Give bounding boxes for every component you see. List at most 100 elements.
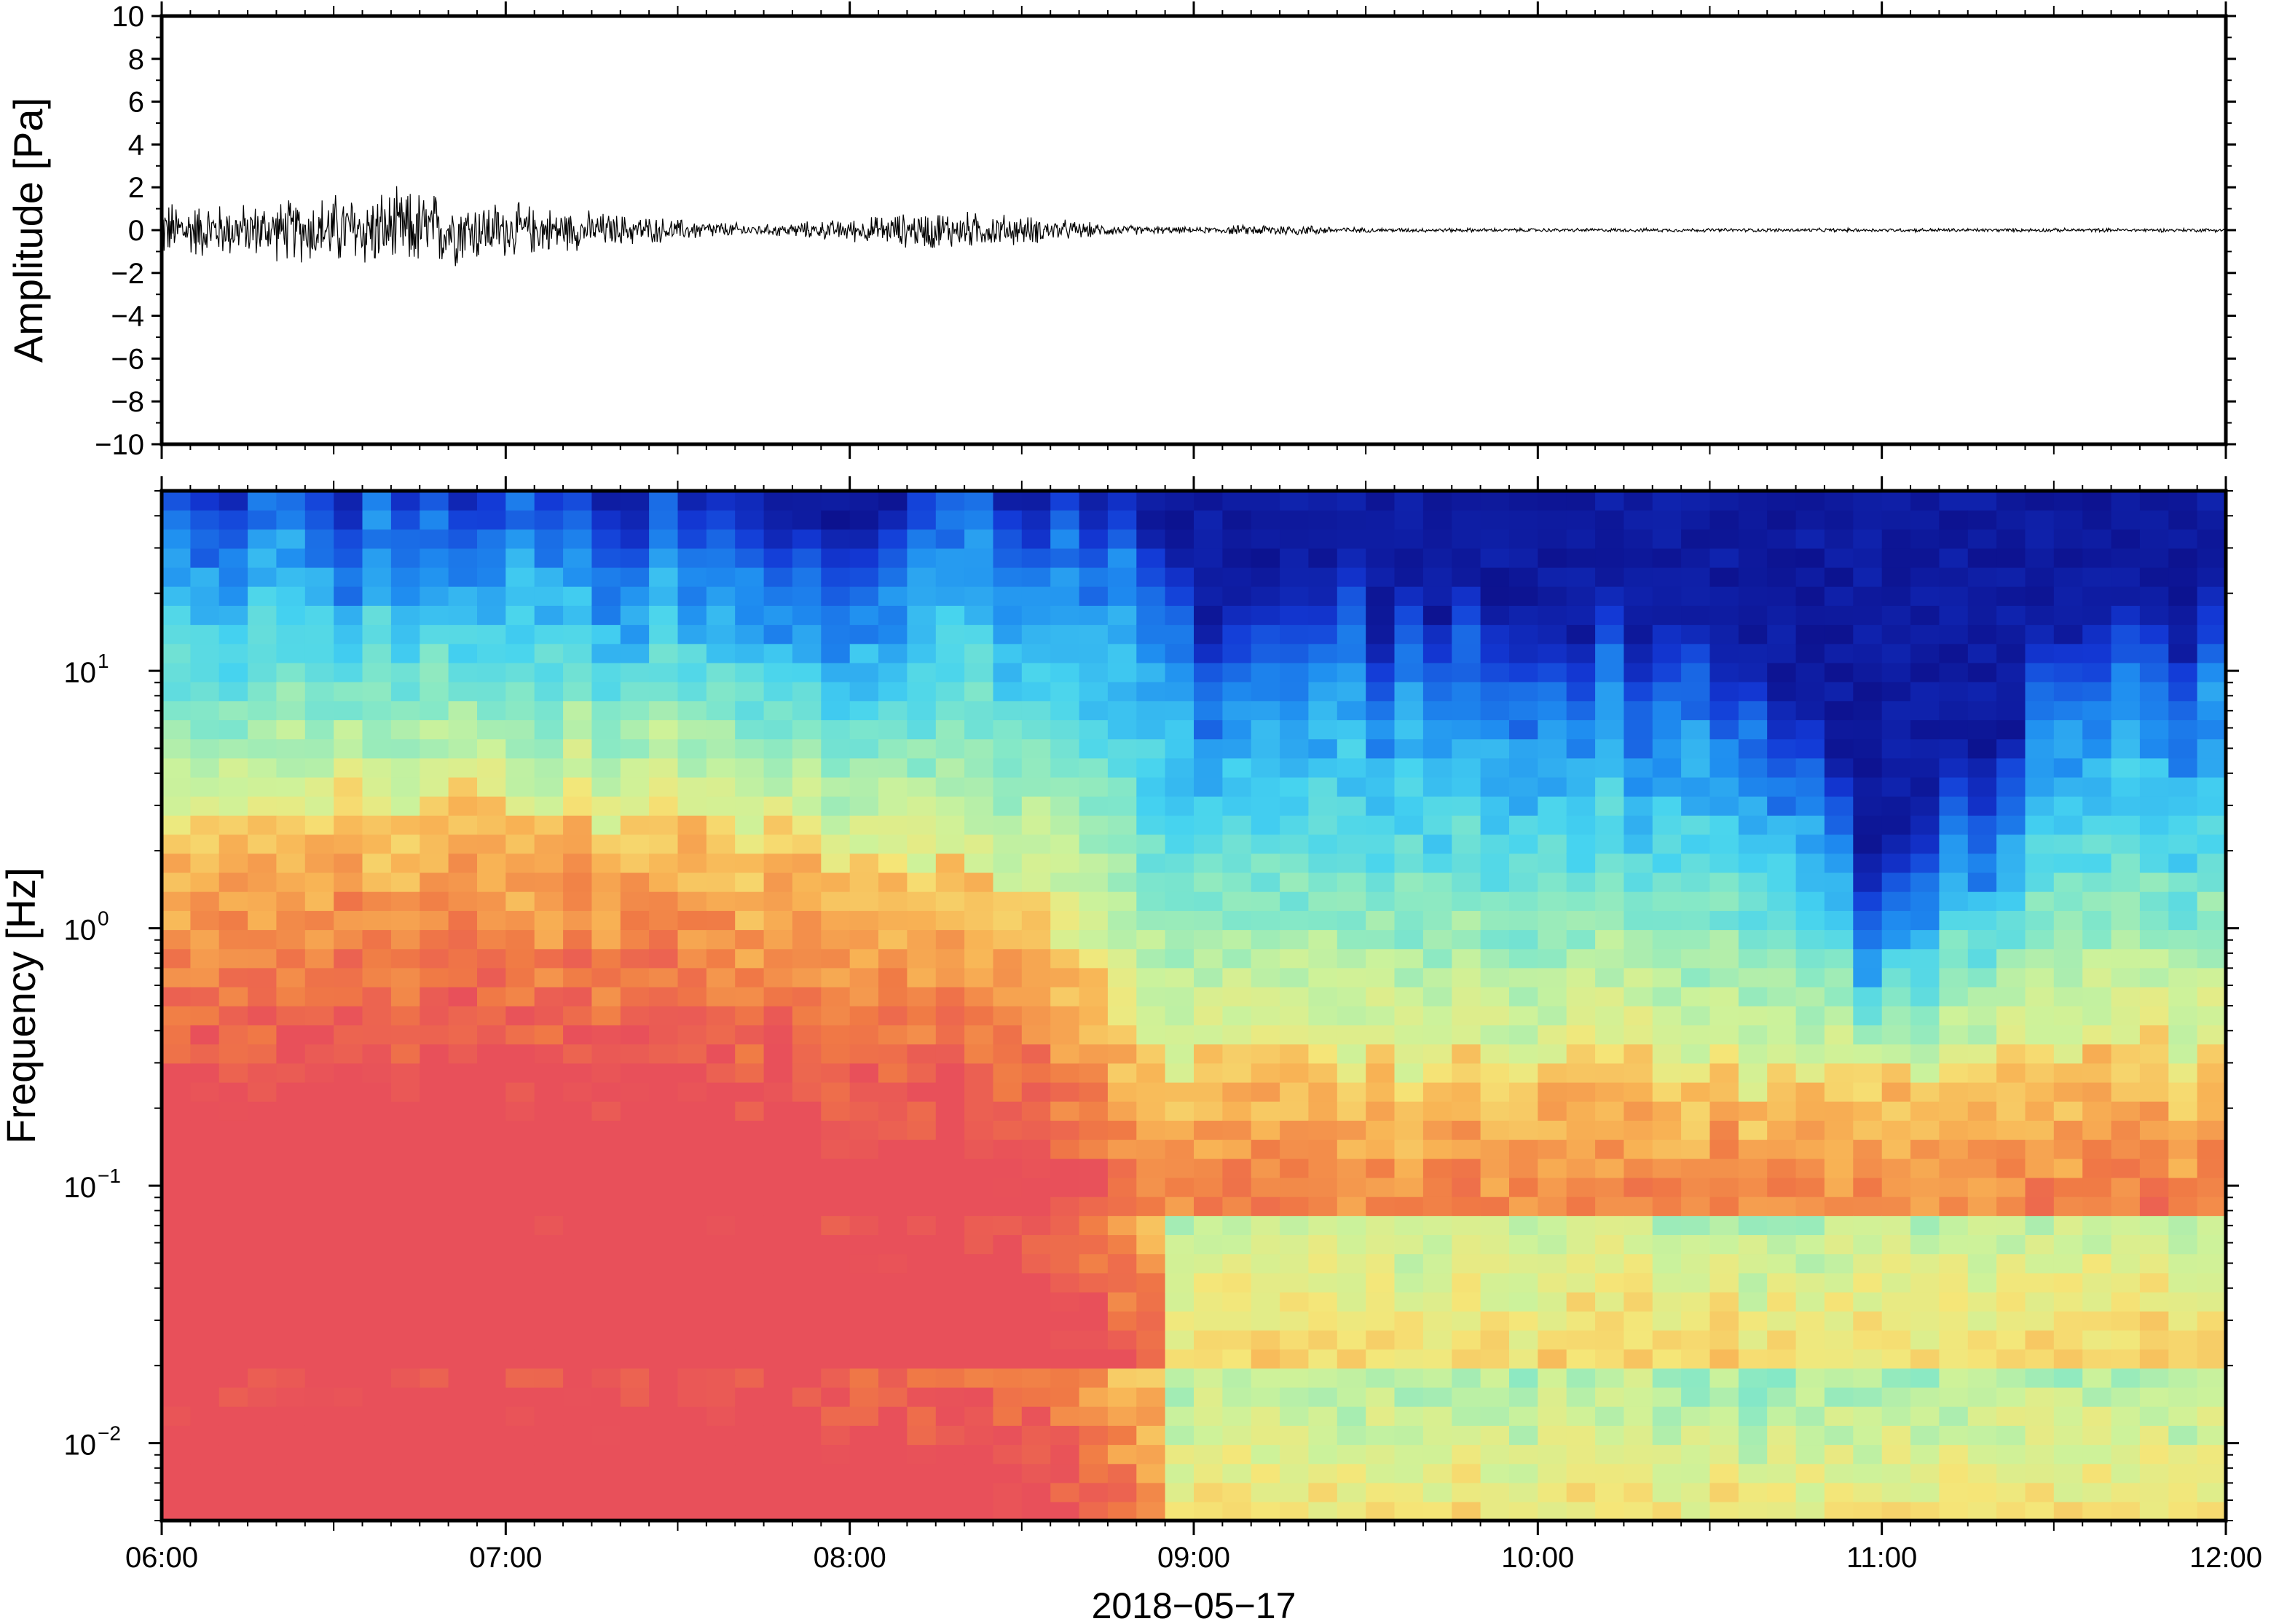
heatmap-cell bbox=[1337, 605, 1366, 626]
heatmap-cell bbox=[2025, 586, 2055, 606]
heatmap-cell bbox=[1939, 1025, 1969, 1045]
heatmap-cell bbox=[821, 1253, 851, 1274]
heatmap-cell bbox=[1050, 662, 1080, 682]
heatmap-cell bbox=[304, 1463, 334, 1483]
heatmap-cell bbox=[304, 1253, 334, 1274]
heatmap-cell bbox=[477, 1463, 507, 1483]
heatmap-cell bbox=[907, 1368, 937, 1388]
heatmap-cell bbox=[878, 910, 908, 931]
heatmap-cell bbox=[2053, 1253, 2083, 1274]
heatmap-cell bbox=[190, 1081, 220, 1102]
heatmap-cell bbox=[763, 1025, 793, 1045]
heatmap-cell bbox=[1939, 1100, 1969, 1121]
heatmap-cell bbox=[1595, 757, 1625, 778]
heatmap-cell bbox=[964, 624, 994, 645]
heatmap-cell bbox=[1681, 1025, 1711, 1045]
heatmap-cell bbox=[2168, 720, 2198, 740]
heatmap-cell bbox=[993, 738, 1023, 759]
heatmap-cell bbox=[448, 681, 478, 701]
heatmap-cell bbox=[993, 529, 1023, 549]
heatmap-cell bbox=[1366, 643, 1396, 663]
heatmap-cell bbox=[964, 1025, 994, 1045]
heatmap-cell bbox=[1280, 1291, 1310, 1312]
heatmap-cell bbox=[1050, 1196, 1080, 1216]
heatmap-cell bbox=[1681, 967, 1711, 988]
heatmap-cell bbox=[2111, 701, 2141, 720]
heatmap-cell bbox=[1422, 891, 1453, 911]
heatmap-cell bbox=[620, 1463, 650, 1483]
heatmap-cell bbox=[1538, 1349, 1567, 1369]
heatmap-cell bbox=[2168, 853, 2198, 873]
heatmap-cell bbox=[1079, 1482, 1109, 1502]
heatmap-cell bbox=[1280, 1425, 1310, 1446]
heatmap-cell bbox=[1165, 738, 1194, 759]
heatmap-cell bbox=[1194, 1291, 1224, 1312]
heatmap-cell bbox=[591, 1100, 621, 1121]
heatmap-cell bbox=[2197, 1139, 2226, 1159]
heatmap-cell bbox=[1996, 796, 2026, 816]
heatmap-cell bbox=[2168, 910, 2198, 931]
heatmap-cell bbox=[1623, 1482, 1653, 1502]
heatmap-cell bbox=[1422, 1501, 1453, 1521]
heatmap-cell bbox=[591, 567, 621, 587]
heatmap-cell bbox=[821, 910, 851, 931]
heatmap-cell bbox=[935, 1463, 965, 1483]
heatmap-cell bbox=[2111, 738, 2141, 759]
heatmap-cell bbox=[1681, 948, 1711, 969]
heatmap-cell bbox=[1480, 681, 1510, 701]
heatmap-cell bbox=[1394, 491, 1424, 511]
heatmap-cell bbox=[448, 1330, 478, 1350]
heatmap-cell bbox=[190, 1196, 220, 1216]
heatmap-cell bbox=[1996, 1215, 2026, 1235]
heatmap-cell bbox=[1021, 1081, 1051, 1102]
heatmap-cell bbox=[907, 757, 937, 778]
heatmap-cell bbox=[821, 948, 851, 969]
heatmap-cell bbox=[1366, 1081, 1396, 1102]
heatmap-cell bbox=[1939, 605, 1969, 626]
heatmap-cell bbox=[1136, 567, 1166, 587]
heatmap-cell bbox=[505, 586, 535, 606]
heatmap-cell bbox=[1308, 834, 1338, 854]
heatmap-cell bbox=[362, 834, 392, 854]
heatmap-cell bbox=[1366, 1501, 1396, 1521]
heatmap-cell bbox=[1509, 1406, 1539, 1426]
heatmap-cell bbox=[190, 967, 220, 988]
heatmap-cell bbox=[849, 681, 879, 701]
heatmap-cell bbox=[1652, 929, 1682, 950]
heatmap-cell bbox=[162, 1253, 192, 1274]
heatmap-cell bbox=[1509, 1196, 1539, 1216]
heatmap-cell bbox=[792, 586, 822, 606]
heatmap-cell bbox=[219, 720, 248, 740]
heatmap-cell bbox=[1652, 891, 1682, 911]
heatmap-cell bbox=[2082, 510, 2112, 530]
heatmap-cell bbox=[1767, 1387, 1797, 1407]
heatmap-cell bbox=[248, 834, 278, 854]
heatmap-cell bbox=[1824, 815, 1854, 835]
heatmap-cell bbox=[1652, 1063, 1682, 1083]
heatmap-cell bbox=[1165, 1406, 1194, 1426]
heatmap-cell bbox=[1652, 853, 1682, 873]
heatmap-cell bbox=[162, 548, 192, 568]
heatmap-cell bbox=[1308, 872, 1338, 892]
heatmap-cell bbox=[2111, 681, 2141, 701]
heatmap-cell bbox=[677, 757, 707, 778]
heatmap-cell bbox=[735, 605, 765, 626]
heatmap-cell bbox=[907, 1215, 937, 1235]
heatmap-cell bbox=[1194, 815, 1224, 835]
heatmap-cell bbox=[821, 605, 851, 626]
heatmap-cell bbox=[1910, 796, 1940, 816]
heatmap-cell bbox=[1681, 986, 1711, 1006]
heatmap-cell bbox=[534, 1006, 564, 1025]
heatmap-cell bbox=[1709, 529, 1739, 549]
heatmap-cell bbox=[1366, 1215, 1396, 1235]
heatmap-cell bbox=[1079, 1196, 1109, 1216]
heatmap-cell bbox=[2082, 720, 2112, 740]
heatmap-cell bbox=[334, 1081, 363, 1102]
heatmap-cell bbox=[1480, 1139, 1510, 1159]
heatmap-cell bbox=[2053, 567, 2083, 587]
heatmap-cell bbox=[792, 1406, 822, 1426]
heatmap-cell bbox=[1079, 1387, 1109, 1407]
heatmap-cell bbox=[1566, 929, 1596, 950]
heatmap-cell bbox=[1422, 1311, 1453, 1331]
heatmap-cell bbox=[534, 1044, 564, 1064]
